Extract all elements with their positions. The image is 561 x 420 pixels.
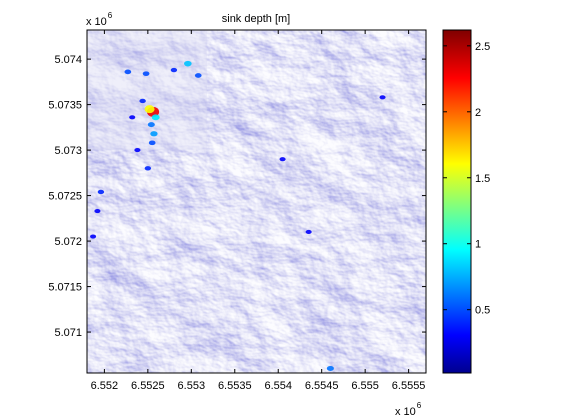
y-exponent-label: x 106 — [86, 11, 113, 28]
y-axis: 5.071 5.0715 5.072 5.0725 5.073 5.0735 5.074 — [48, 54, 426, 339]
x-tick-label: 6.554 — [264, 380, 292, 392]
sink-marker — [305, 229, 312, 235]
y-tick-label: 5.072 — [54, 236, 82, 248]
colorbar-tick-label: 1 — [475, 239, 481, 251]
y-tick-label: 5.0725 — [48, 191, 82, 203]
colorbar-tick-label: 0.5 — [475, 305, 490, 317]
y-tick-label: 5.0715 — [48, 282, 82, 294]
sink-marker — [134, 148, 141, 153]
sink-marker — [94, 209, 101, 214]
chart-title: sink depth [m] — [222, 13, 290, 25]
sink-marker — [144, 105, 155, 114]
x-tick-label: 6.5525 — [131, 380, 165, 392]
sink-marker — [124, 69, 132, 75]
northwest-flat — [87, 30, 207, 150]
x-axis: 6.552 6.5525 6.553 6.5535 6.554 6.5545 6.555 6.… — [91, 30, 426, 392]
sink-marker — [142, 71, 150, 77]
sink-marker — [144, 166, 152, 171]
y-tick-label: 5.071 — [54, 327, 82, 339]
plot-frame — [86, 29, 427, 374]
sink-markers — [90, 60, 386, 371]
sink-marker — [90, 234, 97, 239]
colorbar[interactable]: 0.5 1 1.5 2 2.5 — [442, 29, 490, 374]
sink-marker — [194, 73, 202, 78]
plot-area[interactable] — [86, 29, 427, 374]
x-tick-label: 6.5555 — [392, 380, 426, 392]
sink-marker — [139, 98, 146, 104]
x-tick-label: 6.553 — [178, 380, 206, 392]
x-tick-label: 6.555 — [351, 380, 379, 392]
x-exponent-label: x 106 — [395, 401, 422, 418]
sink-marker — [326, 365, 334, 371]
sink-marker — [279, 157, 286, 162]
colorbar-ticks: 0.5 1 1.5 2 2.5 — [443, 41, 490, 317]
sink-marker — [148, 140, 156, 146]
sink-marker — [170, 67, 178, 73]
colorbar-tick-label: 1.5 — [475, 173, 490, 185]
x-tick-label: 6.5545 — [305, 380, 339, 392]
colorbar-gradient — [442, 29, 472, 374]
sink-marker — [147, 122, 155, 128]
x-tick-label: 6.5535 — [218, 380, 252, 392]
y-tick-label: 5.0735 — [48, 100, 82, 112]
hillshade-background — [87, 30, 426, 373]
x-tick-label: 6.552 — [91, 380, 119, 392]
colorbar-tick-label: 2 — [475, 107, 481, 119]
sink-marker — [379, 95, 386, 100]
sink-marker — [151, 114, 160, 121]
sink-marker — [150, 131, 158, 137]
y-tick-label: 5.074 — [54, 54, 82, 66]
y-tick-label: 5.073 — [54, 145, 82, 157]
colorbar-tick-label: 2.5 — [475, 41, 490, 53]
sink-marker — [184, 60, 192, 67]
sink-marker — [129, 115, 136, 120]
sink-marker — [97, 189, 105, 195]
